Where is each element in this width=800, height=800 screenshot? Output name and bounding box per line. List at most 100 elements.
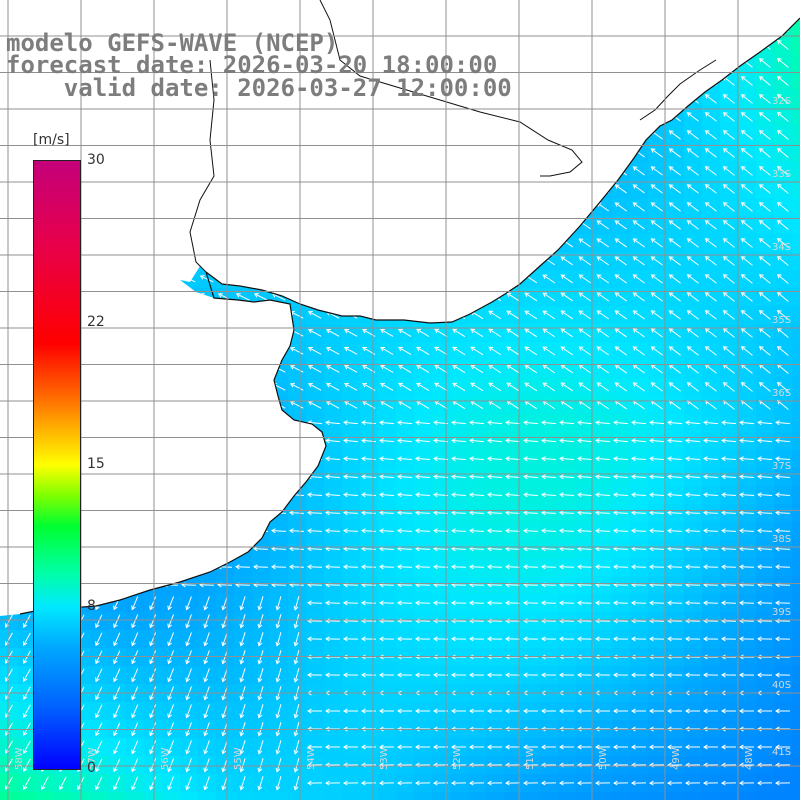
wind-arrow	[722, 274, 735, 284]
field-cell	[144, 792, 162, 800]
wind-arrow	[758, 291, 771, 302]
wind-arrow	[722, 184, 735, 194]
wind-arrow	[686, 292, 699, 302]
wind-arrow	[776, 327, 789, 338]
wind-arrow	[740, 328, 753, 338]
wind-arrow	[776, 345, 789, 356]
wind-arrow	[776, 255, 789, 266]
valid-date: valid date: 2026-03-27 12:00:00	[6, 74, 512, 102]
wind-arrow	[686, 220, 699, 230]
wind-arrow	[758, 255, 771, 266]
field-cell	[522, 792, 540, 800]
wind-arrow	[578, 292, 592, 302]
wind-arrow	[704, 346, 717, 356]
wind-arrow	[686, 130, 699, 140]
wind-arrow	[668, 166, 681, 176]
wind-arrow	[758, 75, 771, 86]
wind-arrow	[776, 39, 789, 50]
wind-arrow	[524, 328, 538, 338]
wind-arrow	[578, 328, 592, 338]
wind-arrow	[614, 184, 627, 194]
wind-arrow	[506, 364, 520, 374]
wind-arrow	[776, 165, 789, 176]
wind-arrow	[560, 310, 574, 320]
wind-arrow	[758, 201, 771, 212]
wind-arrow	[307, 365, 322, 373]
field-cell	[792, 18, 800, 36]
longitude-label: 58W	[14, 747, 25, 770]
field-cell	[792, 486, 800, 504]
wind-arrow	[668, 310, 681, 320]
wind-arrow	[776, 147, 789, 158]
longitude-label: 54W	[306, 747, 317, 770]
wind-arrow	[722, 310, 735, 320]
latitude-label: 38S	[772, 534, 791, 545]
wind-arrow	[668, 130, 681, 140]
wind-arrow	[542, 310, 556, 320]
field-cell	[792, 576, 800, 594]
legend-tick-label: 22	[87, 314, 105, 331]
wind-arrow	[434, 328, 448, 338]
wind-arrow	[650, 148, 663, 158]
wind-arrow	[596, 274, 610, 284]
field-cell	[324, 792, 342, 800]
longitude-label: 52W	[452, 747, 463, 770]
latitude-label: 34S	[772, 242, 791, 253]
field-cell	[162, 792, 180, 800]
wind-arrow	[776, 291, 789, 302]
wind-arrow	[632, 184, 645, 194]
field-cell	[576, 792, 594, 800]
latitude-label: 33S	[772, 169, 791, 180]
field-cell	[756, 792, 774, 800]
wind-arrow	[722, 292, 735, 302]
field-cell	[594, 792, 612, 800]
wind-arrow	[578, 238, 592, 248]
legend-tick-label: 30	[87, 152, 105, 168]
wind-arrow	[380, 364, 394, 373]
wind-arrow	[686, 346, 699, 356]
longitude-label: 55W	[233, 747, 244, 770]
wind-arrow	[740, 220, 753, 230]
wind-arrow	[470, 328, 484, 338]
wind-arrow	[434, 364, 448, 374]
wind-arrow	[704, 166, 717, 176]
wind-arrow	[632, 238, 645, 248]
wind-arrow	[740, 274, 753, 284]
wind-arrow	[398, 364, 412, 373]
wind-arrow	[740, 184, 753, 194]
colorbar	[33, 160, 81, 770]
field-cell	[216, 792, 234, 800]
wind-arrow	[686, 202, 699, 212]
wind-arrow	[758, 327, 771, 338]
wind-arrow	[650, 238, 663, 248]
wind-arrow	[704, 130, 717, 140]
field-cell	[792, 504, 800, 522]
field-cell	[792, 396, 800, 414]
field-cell	[54, 792, 72, 800]
field-cell	[90, 792, 108, 800]
field-cell	[792, 90, 800, 108]
field-cell	[792, 234, 800, 252]
wind-arrow	[632, 166, 645, 176]
wind-arrow	[398, 328, 412, 337]
wind-arrow	[686, 148, 699, 158]
wind-arrow	[776, 183, 789, 194]
wind-arrow	[289, 347, 304, 355]
wind-arrow	[740, 148, 753, 158]
legend-tick-label: 8	[87, 597, 96, 614]
wind-arrow	[668, 256, 681, 266]
field-cell	[792, 270, 800, 288]
wind-arrow	[704, 94, 717, 104]
field-cell	[288, 792, 306, 800]
wind-arrow	[253, 293, 268, 301]
field-cell	[234, 792, 252, 800]
wind-arrow	[596, 220, 610, 230]
wind-arrow	[704, 202, 717, 212]
field-cell	[360, 792, 378, 800]
wind-arrow	[578, 274, 592, 284]
legend-tick-label: 15	[87, 456, 105, 472]
wind-arrow	[596, 256, 610, 266]
wind-arrow	[199, 275, 214, 283]
wind-arrow	[722, 166, 735, 176]
wind-arrow	[506, 346, 520, 356]
